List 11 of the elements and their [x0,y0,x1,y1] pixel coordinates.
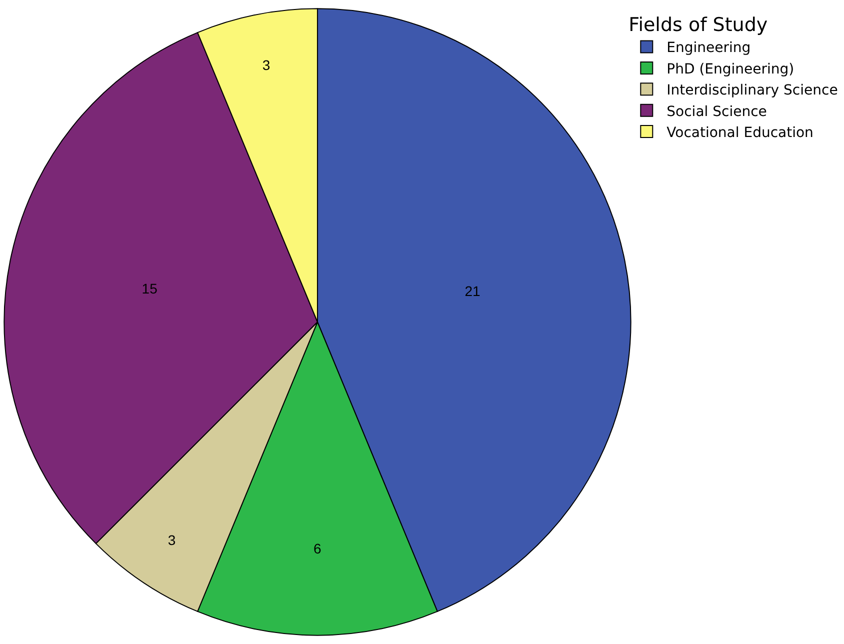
legend-label: Engineering [666,40,751,56]
legend-label: PhD (Engineering) [666,61,794,78]
legend-label: Social Science [666,104,767,120]
data-label: 21 [464,283,481,300]
data-label: 3 [168,532,176,548]
data-label: 15 [142,280,158,297]
data-label: 6 [313,540,322,557]
data-label: 3 [262,56,270,73]
legend-label: Vocational Education [666,125,814,141]
legend-title: Fields of Study [628,14,768,36]
legend-label: Interdisciplinary Science [666,82,838,99]
